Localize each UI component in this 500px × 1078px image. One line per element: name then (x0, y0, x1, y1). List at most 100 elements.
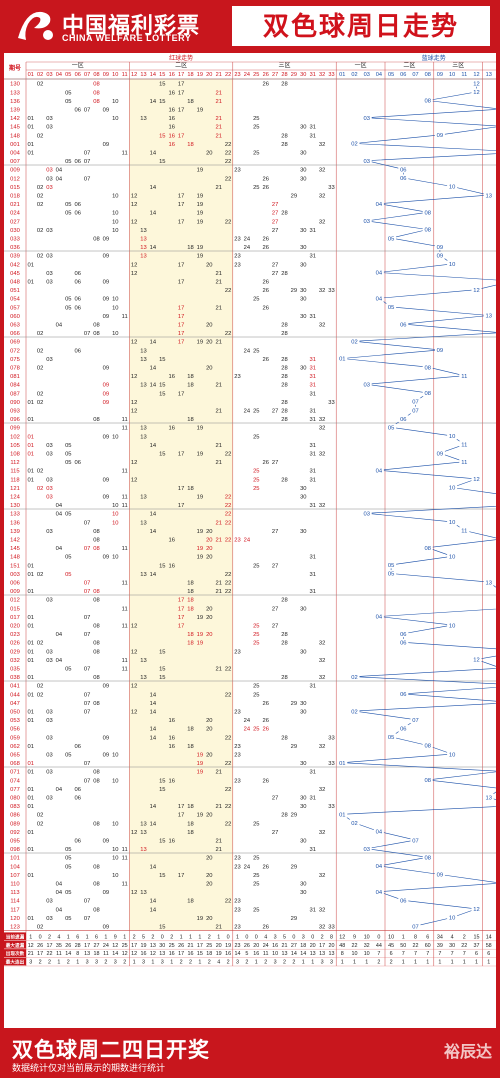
red-ball: 01 (27, 624, 33, 630)
welfare-lottery-logo-icon (18, 11, 53, 40)
red-ball: 15 (159, 357, 165, 363)
red-ball: 12 (131, 400, 137, 406)
red-ball: 02 (37, 572, 43, 578)
red-ball-repeat: 09 (103, 383, 109, 389)
red-ball-repeat: 18 (187, 641, 193, 647)
stat-red-value: 23 (235, 943, 241, 949)
red-ball: 32 (319, 873, 325, 879)
period-number: 062 (10, 744, 20, 750)
red-ball: 14 (150, 907, 157, 913)
red-ball: 31 (309, 555, 315, 561)
red-ball: 18 (187, 821, 193, 827)
blue-ball-bg (373, 862, 384, 870)
stat-red-value: 21 (282, 943, 288, 949)
stat-red-value: 8 (76, 951, 79, 957)
blue-ball-bg (386, 303, 397, 311)
blue-ball: 12 (473, 907, 479, 913)
red-ball: 07 (84, 710, 90, 716)
statistics-note: 数据统计仅对当前展示的期数进行统计 (12, 1063, 166, 1073)
blue-ball-bg (422, 208, 433, 216)
red-ball: 22 (225, 572, 231, 578)
period-number: 042 (10, 262, 20, 268)
stat-red-value: 4 (217, 960, 220, 966)
red-ball: 16 (168, 90, 174, 96)
red-ball: 28 (281, 383, 287, 389)
red-ball: 14 (150, 701, 157, 707)
red-ball: 25 (253, 151, 259, 157)
blue-number-header: 05 (388, 72, 394, 78)
red-ball-repeat: 17 (178, 340, 184, 346)
red-ball: 04 (56, 907, 63, 913)
stat-red-value: 2 (133, 934, 136, 940)
red-ball: 08 (93, 778, 99, 784)
stat-red-value: 22 (47, 951, 53, 957)
period-number: 130 (10, 503, 20, 509)
stat-red-value: 9 (114, 934, 117, 940)
red-ball: 03 (46, 710, 52, 716)
red-ball: 32 (319, 323, 325, 329)
red-ball: 28 (281, 417, 287, 423)
period-number: 004 (10, 151, 20, 157)
red-ball: 30 (300, 314, 306, 320)
red-ball: 30 (300, 529, 306, 535)
blue-ball-bg (447, 260, 458, 268)
blue-ball: 06 (400, 727, 406, 733)
period-number: 078 (10, 366, 20, 372)
red-ball: 19 (197, 108, 203, 114)
red-ball: 08 (93, 907, 99, 913)
red-ball: 15 (159, 778, 165, 784)
red-ball: 05 (65, 864, 71, 870)
red-ball: 20 (206, 615, 212, 621)
stat-red-value: 13 (84, 951, 90, 957)
red-ball: 05 (65, 916, 71, 922)
red-ball: 17 (178, 813, 184, 819)
blue-ball: 02 (351, 142, 357, 148)
red-ball: 16 (168, 735, 174, 741)
red-ball: 29 (291, 701, 297, 707)
blue-ball: 08 (424, 546, 430, 552)
blue-ball: 05 (388, 563, 394, 569)
red-ball: 01 (27, 692, 33, 698)
blue-ball-bg (398, 415, 409, 423)
red-number-header: 22 (225, 72, 231, 78)
red-ball: 01 (27, 787, 33, 793)
stat-red-value: 11 (103, 951, 109, 957)
stat-label-bg (4, 957, 26, 966)
stat-red-value: 21 (188, 943, 194, 949)
stat-red-value: 19 (225, 943, 231, 949)
red-ball: 11 (122, 624, 128, 630)
red-ball-repeat: 19 (197, 761, 203, 767)
period-number: 117 (10, 907, 19, 913)
blue-ball: 03 (363, 383, 369, 389)
red-ball: 28 (281, 813, 287, 819)
red-ball: 27 (272, 796, 278, 802)
red-ball-repeat: 07 (84, 581, 90, 587)
blue-ball-bg (349, 707, 360, 715)
red-ball: 31 (309, 796, 315, 802)
red-ball-repeat: 19 (197, 641, 203, 647)
blue-ball-bg (361, 157, 372, 165)
period-number: 033 (10, 237, 20, 243)
stat-red-value: 15 (197, 951, 203, 957)
period-number: 006 (10, 581, 20, 587)
red-ball: 22 (225, 692, 231, 698)
blue-ball: 10 (449, 752, 455, 758)
blue-ball: 09 (437, 873, 443, 879)
stat-label: 最大遗漏 (6, 942, 25, 949)
blue-ball: 11 (461, 374, 467, 380)
red-ball: 13 (140, 572, 146, 578)
red-ball: 30 (300, 168, 306, 174)
red-ball: 13 (140, 821, 146, 827)
stat-blue-value: 1 (414, 960, 417, 966)
stat-red-value: 17 (319, 943, 325, 949)
draw-schedule-title: 双色球周二四日开奖 (12, 1039, 210, 1062)
red-ball: 06 (74, 159, 80, 165)
blue-ball-bg (459, 458, 470, 466)
blue-ball: 04 (376, 469, 383, 475)
red-ball: 13 (140, 426, 146, 432)
red-ball: 30 (300, 606, 306, 612)
red-ball: 25 (253, 409, 259, 415)
period-number: 023 (10, 632, 20, 638)
red-ball: 03 (46, 254, 52, 260)
red-ball: 01 (27, 477, 33, 483)
